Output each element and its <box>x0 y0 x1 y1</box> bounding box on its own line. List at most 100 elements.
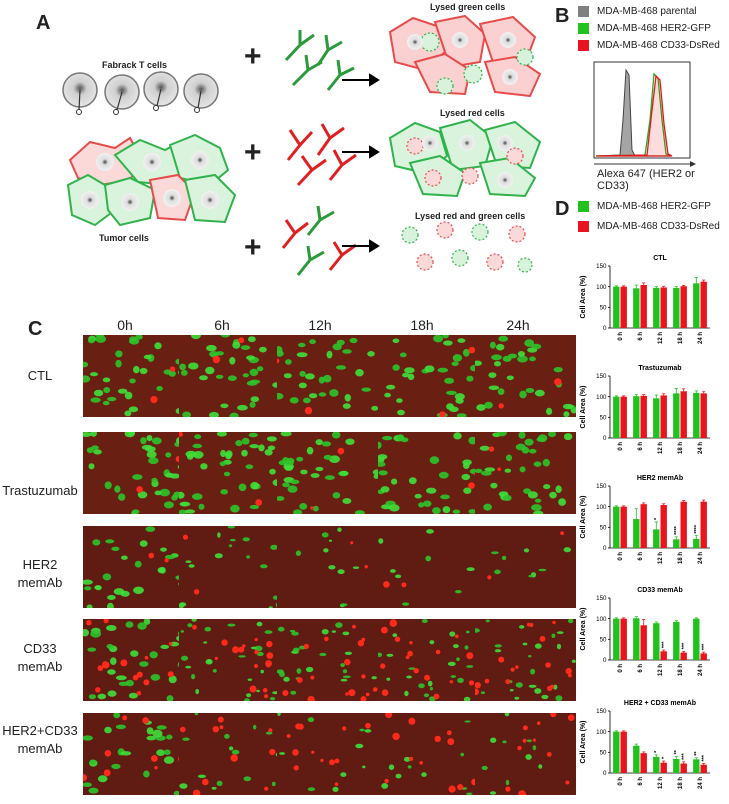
y-tick-label: 50 <box>600 750 607 757</box>
row-label-her2: HER2 memAb <box>17 557 63 590</box>
micrograph-tile <box>378 432 479 514</box>
col-head-24h: 24h <box>506 317 530 333</box>
y-tick-label: 50 <box>600 305 607 312</box>
bar <box>633 745 640 773</box>
bar <box>700 653 707 660</box>
micrograph-tile <box>83 335 184 417</box>
chart-title: CD33 memAb <box>637 587 683 594</box>
bar <box>673 539 680 548</box>
bar <box>620 618 627 660</box>
bar <box>693 283 700 328</box>
bar <box>660 395 667 438</box>
arrows <box>342 73 380 253</box>
x-tick-label: 6 h <box>638 664 644 673</box>
panel-label-b: B <box>555 5 570 27</box>
x-tick-label: 6 h <box>638 777 644 786</box>
bar <box>660 505 667 548</box>
bar <box>640 625 647 660</box>
significance-label: * <box>654 750 660 753</box>
bar-chart: CD33 memAb Cell Area (%) 0 50 100 150 0 h 6 h 12… <box>580 587 710 676</box>
x-tick-label: 6 h <box>638 332 644 341</box>
bar <box>633 519 640 548</box>
micrograph-tile <box>277 432 378 514</box>
antibodies-illustration <box>281 30 357 276</box>
bar <box>620 286 627 328</box>
bar <box>640 504 647 548</box>
x-tick-label: 18 h <box>678 442 684 454</box>
panel-label-c: C <box>28 318 43 340</box>
t-cell-3 <box>143 71 179 111</box>
micrograph-tile <box>179 713 280 795</box>
x-tick-label: 12 h <box>658 442 664 454</box>
bar <box>673 393 680 438</box>
significance-label: *** <box>682 753 688 760</box>
col-head-0h: 0h <box>117 317 133 333</box>
bar <box>620 396 627 438</box>
x-tick-label: 24 h <box>698 332 704 344</box>
b-legend-her2: MDA-MB-468 HER2-GFP <box>578 23 711 34</box>
micrograph-tile <box>179 335 280 417</box>
bar <box>640 395 647 438</box>
x-tick-label: 6 h <box>638 442 644 451</box>
lysed-red-green-illustration <box>401 221 533 273</box>
micrograph-tile <box>378 619 479 701</box>
significance-label: ** <box>694 751 700 756</box>
y-tick-label: 150 <box>596 708 607 715</box>
y-tick-label: 150 <box>596 483 607 490</box>
bar <box>680 501 687 548</box>
bar <box>653 529 660 548</box>
t-cells-label: Fabrack T cells <box>102 60 168 70</box>
panel-label-a: A <box>36 12 51 34</box>
significance-label: *** <box>702 643 708 650</box>
legend-swatch <box>578 221 589 232</box>
bar <box>680 763 687 773</box>
bar <box>653 398 660 438</box>
y-tick-label: 150 <box>596 263 607 270</box>
y-tick-label: 0 <box>603 545 607 552</box>
x-tick-label: 24 h <box>698 777 704 789</box>
d-legend-her2: MDA-MB-468 HER2-GFP <box>578 201 711 212</box>
x-tick-label: 18 h <box>678 552 684 564</box>
t-cell-1 <box>62 72 98 115</box>
y-tick-label: 0 <box>603 770 607 777</box>
micrograph-tile <box>475 432 576 514</box>
plus-sign-3: + <box>244 231 262 264</box>
x-tick-label: 0 h <box>618 552 624 561</box>
chart-title: HER2 memAb <box>637 475 683 482</box>
micrograph-tile <box>378 526 479 608</box>
bar <box>700 501 707 548</box>
col-head-18h: 18h <box>410 317 434 333</box>
bar-chart: HER2 + CD33 memAb Cell Area (%) 0 50 100 150 0… <box>580 700 710 789</box>
micrograph-tile <box>475 619 576 701</box>
micrograph-tile <box>378 713 479 795</box>
micrograph-tile <box>83 713 184 795</box>
micrograph-tile <box>277 619 378 701</box>
bar-chart: CTL Cell Area (%) 0 50 100 150 0 h 6 h 12 h 18 h 2… <box>580 255 710 344</box>
bar <box>620 506 627 548</box>
row-label-cd33: CD33 memAb <box>17 641 63 674</box>
plus-sign-2: + <box>244 136 262 169</box>
legend-label: MDA-MB-468 parental <box>597 6 697 17</box>
bar <box>680 391 687 438</box>
micrograph-tile <box>83 526 184 608</box>
significance-label: **** <box>694 524 700 533</box>
bar <box>693 392 700 438</box>
bar <box>680 286 687 328</box>
legend-label: MDA-MB-468 CD33-DsRed <box>597 221 720 232</box>
y-tick-label: 0 <box>603 657 607 664</box>
y-tick-label: 100 <box>596 394 607 401</box>
bar-chart: HER2 memAb Cell Area (%) 0 50 100 150 0 h 6 h 12… <box>580 475 710 564</box>
d-legend-cd33: MDA-MB-468 CD33-DsRed <box>578 221 720 232</box>
x-tick-label: 12 h <box>658 552 664 564</box>
y-tick-label: 100 <box>596 284 607 291</box>
bar <box>620 731 627 773</box>
x-tick-label: 24 h <box>698 442 704 454</box>
tumor-cells-illustration <box>66 133 237 227</box>
row-label-trastuzumab: Trastuzumab <box>2 483 78 498</box>
b-legend-cd33: MDA-MB-468 CD33-DsRed <box>578 40 720 51</box>
x-tick-label: 0 h <box>618 442 624 451</box>
micrograph-tile <box>378 335 479 417</box>
bar <box>700 281 707 328</box>
lysed-red-illustration <box>388 118 542 198</box>
micrograph-tile <box>179 526 280 608</box>
